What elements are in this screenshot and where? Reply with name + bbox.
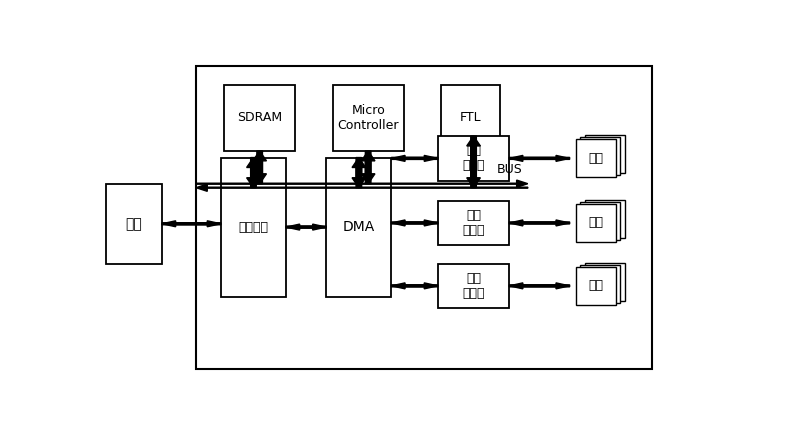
FancyArrow shape (362, 151, 375, 184)
Bar (576, 267, 616, 305)
FancyArrow shape (196, 180, 528, 187)
Text: 闪存: 闪存 (589, 216, 603, 230)
Text: 闪存
控制器: 闪存 控制器 (462, 272, 485, 300)
FancyArrow shape (362, 151, 375, 184)
Text: DMA: DMA (342, 220, 375, 234)
Text: BUS: BUS (497, 163, 522, 176)
FancyArrow shape (162, 221, 221, 227)
Bar (585, 200, 625, 238)
FancyArrow shape (510, 283, 570, 289)
FancyArrow shape (391, 155, 438, 161)
FancyArrow shape (510, 155, 570, 161)
FancyArrow shape (391, 283, 438, 289)
Bar (580, 202, 621, 240)
FancyArrow shape (196, 184, 528, 191)
Text: 闪存: 闪存 (589, 152, 603, 165)
FancyArrow shape (246, 157, 260, 187)
FancyArrow shape (162, 221, 221, 227)
Bar (576, 204, 616, 242)
FancyArrow shape (352, 157, 366, 187)
FancyArrow shape (286, 224, 326, 230)
FancyArrow shape (286, 224, 326, 230)
FancyArrow shape (391, 220, 438, 226)
Text: 闪存
控制器: 闪存 控制器 (462, 209, 485, 237)
Bar (224, 85, 295, 151)
Bar (580, 265, 621, 303)
FancyArrow shape (391, 155, 438, 161)
Bar (438, 200, 510, 245)
Bar (585, 135, 625, 173)
Bar (326, 157, 391, 297)
FancyArrow shape (510, 155, 570, 161)
FancyArrow shape (391, 220, 438, 226)
Text: Micro
Controller: Micro Controller (338, 104, 399, 132)
Bar (585, 263, 625, 301)
Bar (196, 67, 652, 369)
FancyArrow shape (510, 283, 570, 289)
FancyArrow shape (253, 151, 266, 184)
Text: 主机: 主机 (126, 217, 142, 231)
Text: 闪存
控制器: 闪存 控制器 (462, 144, 485, 172)
Bar (576, 139, 616, 178)
FancyArrow shape (391, 283, 438, 289)
FancyArrow shape (466, 136, 480, 187)
Bar (221, 157, 286, 297)
Text: SDRAM: SDRAM (237, 111, 282, 124)
Text: FTL: FTL (460, 111, 482, 124)
Bar (580, 137, 621, 175)
FancyArrow shape (253, 151, 266, 184)
Bar (441, 85, 500, 151)
Bar (333, 85, 404, 151)
FancyArrow shape (246, 157, 260, 187)
FancyArrow shape (510, 220, 570, 226)
Text: 闪存: 闪存 (589, 280, 603, 292)
FancyArrow shape (352, 157, 366, 187)
FancyArrow shape (466, 136, 480, 187)
Bar (438, 264, 510, 308)
FancyArrow shape (510, 220, 570, 226)
Text: 主机接口: 主机接口 (238, 221, 269, 233)
Bar (106, 184, 162, 264)
Bar (438, 136, 510, 181)
